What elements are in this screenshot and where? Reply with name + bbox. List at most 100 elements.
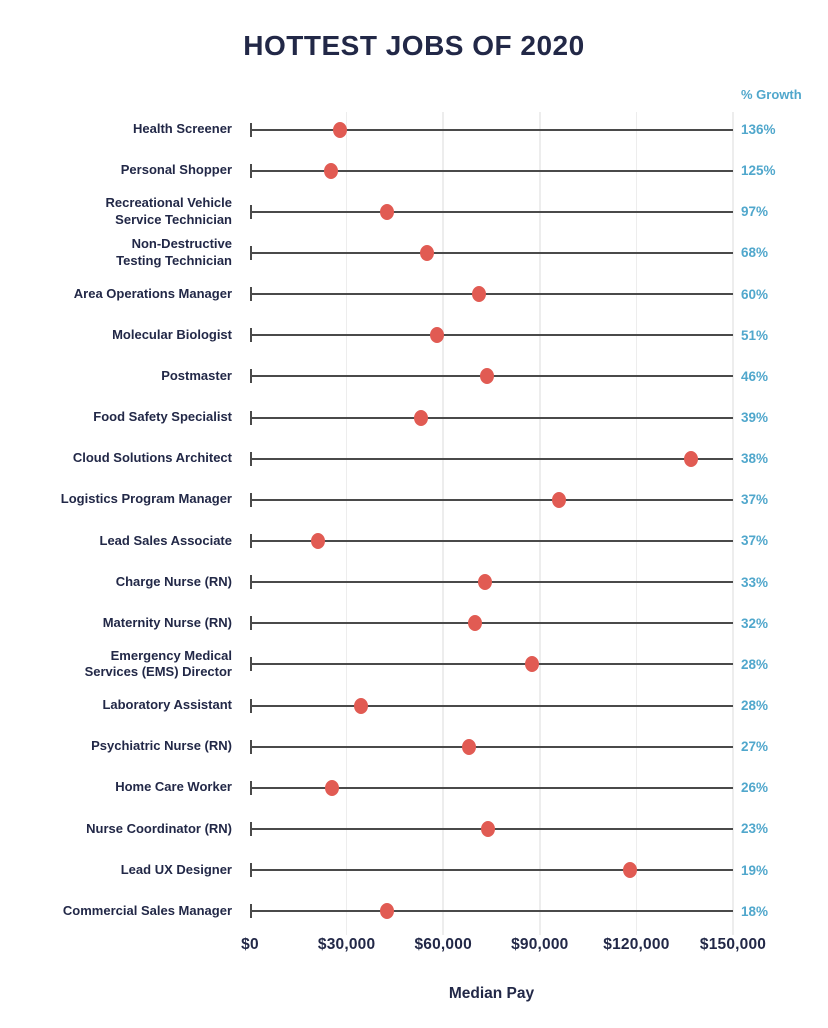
median-pay-dot	[479, 368, 494, 385]
chart-row: Postmaster 46%	[0, 356, 828, 397]
axis-start-tick	[250, 739, 252, 754]
axis-start-tick	[250, 328, 252, 343]
row-track	[250, 479, 733, 520]
row-track	[250, 808, 733, 849]
median-pay-dot	[481, 820, 496, 837]
growth-value: 46%	[741, 368, 769, 384]
growth-value: 68%	[741, 245, 769, 261]
job-label: Logistics Program Manager	[60, 491, 232, 507]
growth-value: 39%	[741, 410, 769, 426]
growth-value: 33%	[741, 574, 769, 590]
row-line	[250, 910, 733, 913]
row-line	[250, 622, 733, 625]
median-pay-dot	[325, 779, 340, 796]
median-pay-dot	[379, 203, 394, 220]
row-line	[250, 457, 733, 460]
job-label: Food Safety Specialist	[93, 409, 232, 425]
job-label: Cloud Solutions Architect	[72, 450, 232, 466]
row-line	[250, 663, 733, 666]
job-label: Home Care Worker	[115, 779, 232, 795]
chart-row: Maternity Nurse (RN) 32%	[0, 603, 828, 644]
growth-value: 28%	[741, 698, 769, 714]
median-pay-dot	[552, 491, 567, 508]
x-tick-label: $30,000	[317, 936, 376, 953]
growth-value: 51%	[741, 327, 769, 343]
median-pay-dot	[310, 532, 325, 549]
row-track	[250, 356, 733, 397]
row-track	[250, 150, 733, 191]
vertical-gridline	[635, 112, 638, 935]
row-line	[250, 745, 733, 748]
median-pay-dot	[622, 862, 637, 879]
axis-start-tick	[250, 904, 252, 919]
chart-row: Commercial Sales Manager 18%	[0, 891, 828, 932]
row-track	[250, 397, 733, 438]
chart-row: Emergency Medical Services (EMS) Directo…	[0, 644, 828, 685]
row-track	[250, 603, 733, 644]
growth-value: 37%	[741, 492, 769, 508]
vertical-gridline	[442, 112, 444, 935]
row-line	[250, 704, 733, 707]
axis-start-tick	[250, 245, 252, 260]
median-pay-dot	[379, 903, 394, 920]
x-tick-label: $60,000	[414, 936, 472, 953]
job-label: Area Operations Manager	[73, 285, 232, 301]
median-pay-dot	[478, 574, 493, 591]
chart-title: HOTTEST JOBS OF 2020	[243, 30, 585, 61]
job-label: Postmaster	[161, 367, 232, 383]
x-tick-label: $0	[241, 936, 259, 953]
growth-value: 37%	[741, 533, 769, 549]
growth-value: 23%	[741, 821, 769, 837]
vertical-gridline	[539, 112, 541, 935]
row-track	[250, 891, 733, 932]
chart-row: Non-Destructive Testing Technician 68%	[0, 232, 828, 273]
axis-start-tick	[250, 451, 252, 466]
row-track	[250, 644, 733, 685]
row-track	[250, 685, 733, 726]
growth-value: 125%	[741, 163, 776, 179]
row-track	[250, 438, 733, 479]
job-label: Psychiatric Nurse (RN)	[91, 738, 232, 754]
axis-start-tick	[250, 410, 252, 425]
growth-value: 28%	[741, 656, 769, 672]
row-line	[250, 416, 733, 419]
job-label: Commercial Sales Manager	[62, 902, 232, 918]
job-label: Molecular Biologist	[112, 326, 232, 342]
growth-value: 38%	[741, 451, 769, 467]
axis-start-tick	[250, 369, 252, 384]
chart-row: Lead Sales Associate 37%	[0, 520, 828, 561]
row-line	[250, 869, 733, 872]
median-pay-dot	[524, 656, 539, 673]
row-line	[250, 293, 733, 296]
job-label: Laboratory Assistant	[102, 697, 232, 713]
median-pay-dot	[468, 615, 483, 632]
growth-value: 136%	[741, 122, 776, 138]
growth-value: 32%	[741, 615, 769, 631]
median-pay-dot	[471, 286, 486, 303]
job-label: Non-Destructive Testing Technician	[116, 236, 232, 268]
vertical-gridline	[732, 112, 734, 935]
axis-start-tick	[250, 533, 252, 548]
chart-row: Recreational Vehicle Service Technician 9…	[0, 191, 828, 232]
chart-row: Charge Nurse (RN) 33%	[0, 562, 828, 603]
growth-value: 19%	[741, 862, 769, 878]
row-track	[250, 767, 733, 808]
growth-value: 97%	[741, 204, 769, 220]
chart-row: Food Safety Specialist 39%	[0, 397, 828, 438]
row-track	[250, 726, 733, 767]
row-track	[250, 315, 733, 356]
chart-row: Lead UX Designer 19%	[0, 850, 828, 891]
median-pay-dot	[323, 162, 338, 179]
row-track	[250, 274, 733, 315]
growth-column-header: % Growth	[741, 87, 802, 102]
job-label: Recreational Vehicle Service Technician	[105, 194, 232, 227]
growth-value: 60%	[741, 286, 769, 302]
row-line	[250, 169, 733, 172]
chart-rows: Health Screener 136% Personal Shopper 125% R…	[0, 109, 828, 932]
chart-row: Laboratory Assistant 28%	[0, 685, 828, 726]
axis-start-tick	[250, 287, 252, 302]
axis-start-tick	[250, 616, 252, 631]
median-pay-dot	[429, 327, 444, 344]
